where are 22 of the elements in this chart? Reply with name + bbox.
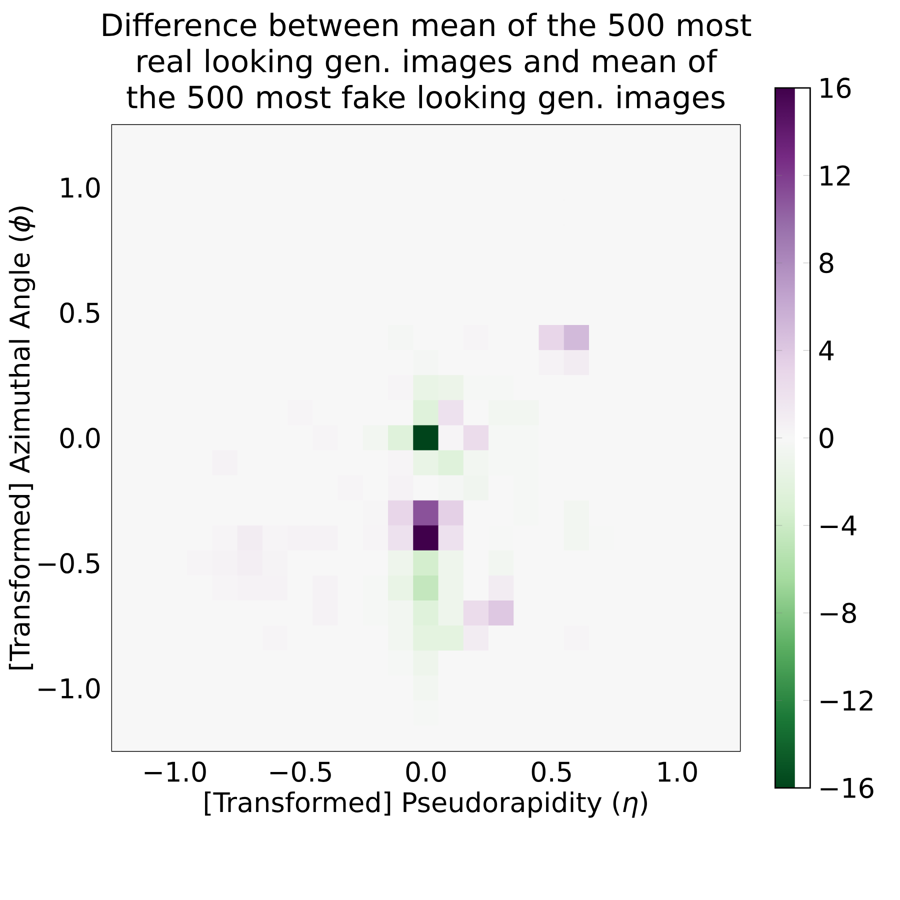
color-bar-label: 8 bbox=[820, 252, 834, 274]
color-bar-label: 16 bbox=[820, 78, 851, 98]
y-tick-label: −0.5 bbox=[38, 552, 100, 574]
x-tick-label: 0.0 bbox=[406, 761, 446, 782]
x-axis-title: [Transformed] Pseudorapidity (η) bbox=[205, 791, 647, 818]
color-bar-label: 0 bbox=[820, 428, 834, 448]
color-bar-label: −8 bbox=[820, 602, 856, 624]
color-bar-label: −12 bbox=[820, 690, 872, 710]
x-tick-label: −0.5 bbox=[270, 761, 331, 782]
x-tick-label: 0.5 bbox=[532, 761, 571, 782]
color-bar-label: −4 bbox=[820, 516, 856, 536]
chart-title: Difference between mean of the 500 most real looking gen. images and mean of the 500 most fake looking gen. images bbox=[103, 12, 752, 115]
y-tick-label: 1.0 bbox=[61, 177, 100, 198]
y-tick-label: 0.0 bbox=[60, 428, 100, 448]
y-tick-label: 0.5 bbox=[60, 302, 100, 324]
color-bar-label: 4 bbox=[819, 340, 834, 360]
color-bar-label: −16 bbox=[820, 778, 874, 798]
x-tick-label: −1.0 bbox=[144, 761, 206, 782]
color-bar-label: 12 bbox=[820, 165, 850, 186]
x-tick-label: 1.0 bbox=[658, 761, 697, 782]
y-axis-title: [Transformed] Azimuthal Angle (ϕ) bbox=[8, 206, 36, 670]
y-tick-label: −1.0 bbox=[38, 678, 100, 699]
